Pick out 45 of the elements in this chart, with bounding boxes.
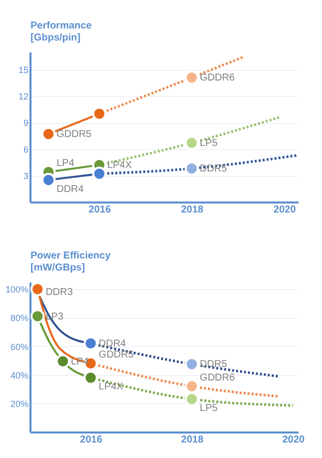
point <box>30 309 45 324</box>
annotation: LP5 <box>200 403 218 414</box>
y-tick-label: 3 <box>23 171 28 182</box>
annotation: DDR4 <box>98 338 126 350</box>
point <box>184 392 199 406</box>
annotation: LP4X <box>98 382 124 393</box>
y-tick-label: 40% <box>10 370 28 380</box>
x-tick-label: 2016 <box>80 434 103 446</box>
point <box>41 172 56 188</box>
point <box>92 106 106 121</box>
y-tick-label: 15 <box>18 65 28 76</box>
point <box>41 126 56 142</box>
y-tick-label: 100% <box>5 284 28 295</box>
annotation: GDDR5 <box>56 129 92 140</box>
point <box>184 161 199 176</box>
annotation: GDDR5 <box>98 349 134 360</box>
point <box>56 354 70 368</box>
y-axis-title: Performance [Gbps/pin] <box>30 20 92 44</box>
point <box>184 70 199 85</box>
annotation: DDR5 <box>200 359 228 370</box>
point <box>84 370 98 385</box>
annotation: GDDR6 <box>200 372 236 384</box>
x-tick-label: 2018 <box>181 204 204 216</box>
x-tick-label: 2020 <box>274 204 296 216</box>
y-tick-label: 6 <box>23 144 28 155</box>
annotation: LP4 <box>56 158 75 169</box>
point <box>184 379 199 394</box>
y-tick-label: 9 <box>23 118 28 128</box>
point <box>92 166 106 181</box>
y-tick-label: 20% <box>10 398 28 409</box>
annotation: GDDR6 <box>200 72 236 84</box>
x-tick-label: 2020 <box>282 434 306 446</box>
y-tick-label: 12 <box>18 92 28 102</box>
annotation: DDR5 <box>200 163 228 174</box>
y-tick-label: 80% <box>10 313 28 324</box>
y-tick-label: 60% <box>10 342 28 352</box>
annotation: LP5 <box>200 138 218 149</box>
point <box>184 136 199 150</box>
x-tick-label: 2016 <box>88 204 112 216</box>
y-axis-title: Power Efficiency [mW/GBps] <box>30 250 111 274</box>
annotation: LP4X <box>107 160 132 171</box>
annotation: DDR4 <box>56 184 84 195</box>
x-tick-label: 2018 <box>181 434 204 446</box>
annotation: DDR3 <box>46 287 74 298</box>
point <box>184 357 199 372</box>
